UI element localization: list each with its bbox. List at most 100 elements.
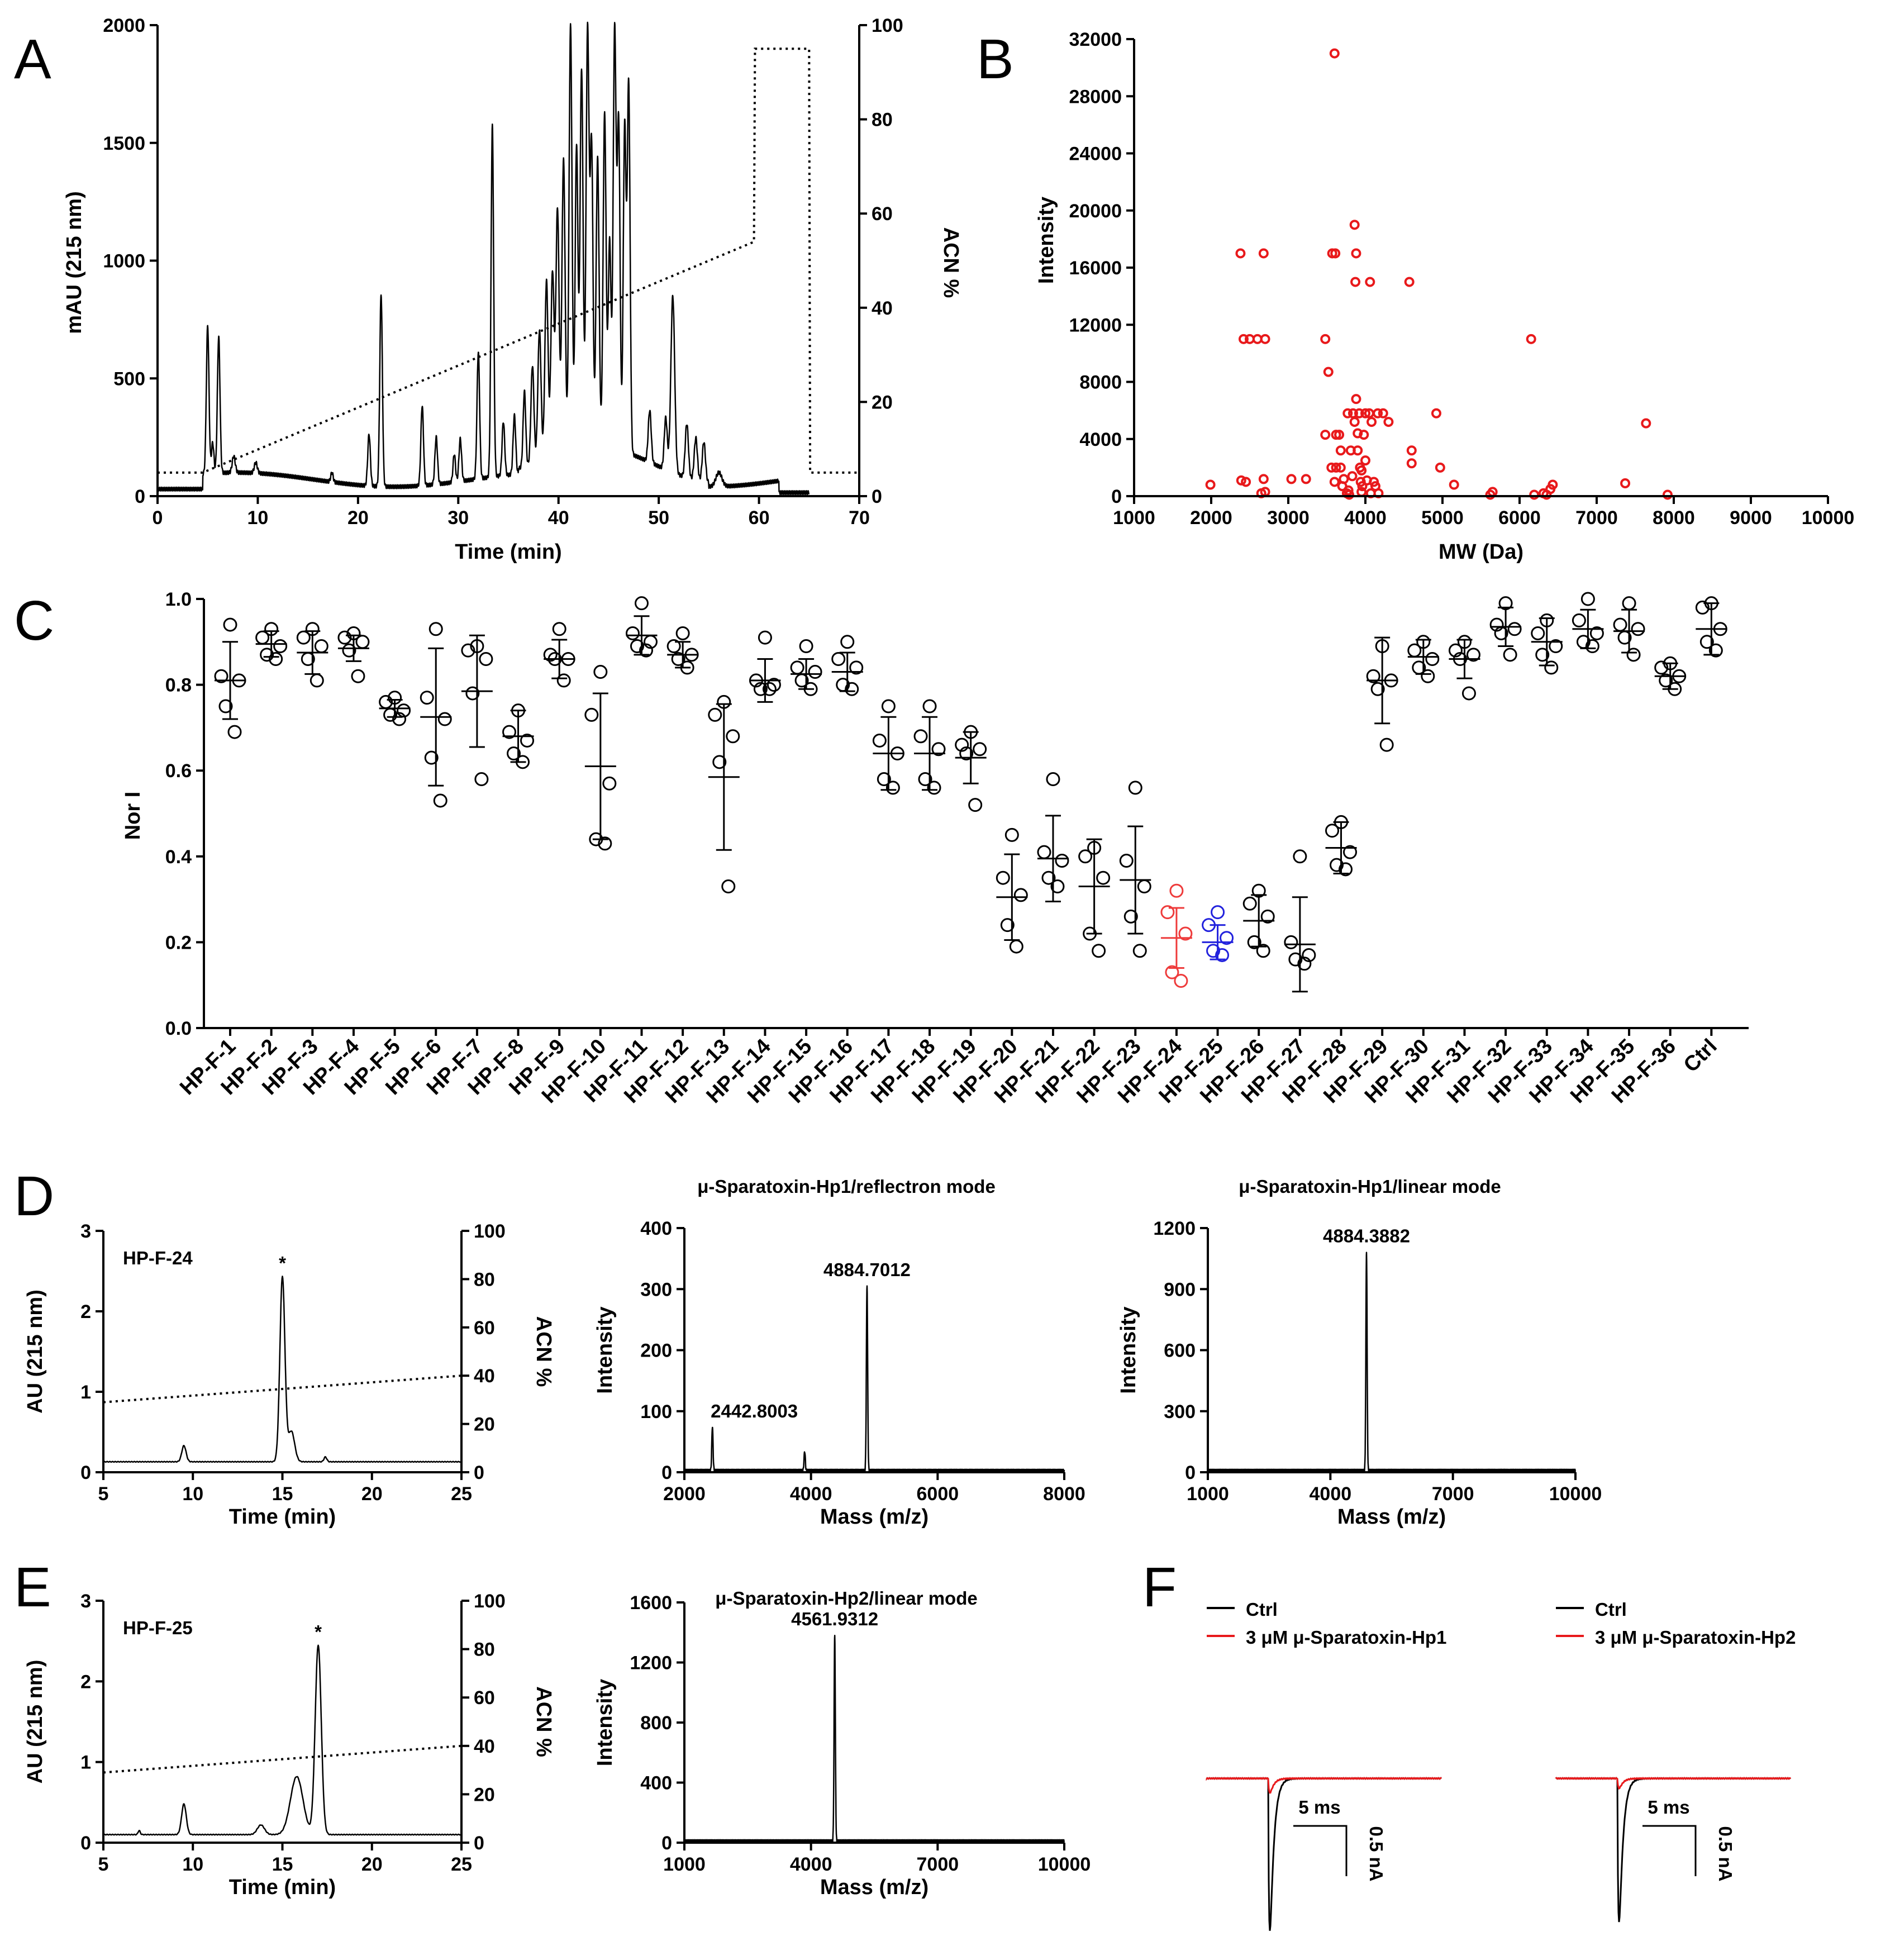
B-data-point bbox=[1343, 485, 1354, 496]
C-data-point bbox=[424, 750, 439, 765]
B-data-point bbox=[1360, 455, 1370, 466]
B-data-point bbox=[1526, 334, 1536, 344]
C-data-point bbox=[1260, 909, 1275, 924]
C-data-point bbox=[1589, 626, 1604, 640]
E-ms-ylabel: Intensity bbox=[593, 1679, 617, 1766]
C-data-point bbox=[1540, 613, 1554, 627]
C-data-point bbox=[1251, 883, 1266, 898]
F-scale-time-label: 5 ms bbox=[1648, 1797, 1689, 1818]
B-data-point bbox=[1360, 408, 1370, 418]
B-y-tick-label: 8000 bbox=[1079, 372, 1122, 393]
B-data-point bbox=[1342, 408, 1353, 418]
D-lc-x-tick-label: 15 bbox=[272, 1483, 293, 1505]
B-data-point bbox=[1344, 489, 1355, 500]
B-data-point bbox=[1353, 445, 1363, 456]
F-scale-current-label: 0.5 nA bbox=[1366, 1826, 1387, 1881]
B-data-point bbox=[1349, 417, 1360, 427]
B-data-point bbox=[1258, 248, 1269, 259]
B-data-point bbox=[1404, 277, 1415, 287]
B-data-point bbox=[1351, 394, 1361, 405]
C-data-point bbox=[931, 742, 946, 757]
C-data-point bbox=[1654, 660, 1669, 675]
C-data-point bbox=[758, 630, 772, 645]
C-data-point bbox=[264, 622, 279, 636]
C-data-point bbox=[996, 870, 1010, 885]
C-data-point bbox=[232, 673, 246, 688]
D-lc-y2-tick-label: 60 bbox=[474, 1317, 495, 1339]
C-data-point bbox=[675, 626, 690, 640]
E-lc-xlabel: Time (min) bbox=[229, 1876, 336, 1899]
C-data-point bbox=[766, 678, 781, 692]
C-data-point bbox=[1037, 845, 1051, 859]
C-data-point bbox=[511, 703, 526, 718]
D-ms1-y-tick-label: 400 bbox=[640, 1218, 672, 1239]
panel-label-E: E bbox=[14, 1556, 51, 1619]
C-data-point bbox=[556, 673, 571, 688]
C-data-point bbox=[1613, 617, 1627, 632]
D-lc-y-tick-label: 3 bbox=[80, 1221, 91, 1242]
C-data-point bbox=[465, 686, 480, 701]
F-scale-time-label: 5 ms bbox=[1298, 1797, 1340, 1818]
B-data-point bbox=[1435, 462, 1445, 473]
A-ylabel: mAU (215 nm) bbox=[63, 191, 86, 334]
E-lc-trace bbox=[103, 1644, 462, 1836]
C-data-point bbox=[1580, 592, 1595, 606]
C-data-point bbox=[836, 678, 850, 692]
C-data-point bbox=[1489, 617, 1504, 632]
C-data-point bbox=[1211, 905, 1225, 920]
C-data-point bbox=[1617, 630, 1632, 645]
C-data-point bbox=[726, 729, 740, 744]
C-data-point bbox=[1078, 849, 1093, 864]
C-data-point bbox=[881, 699, 896, 713]
C-y-tick-label: 0.8 bbox=[165, 675, 192, 696]
B-data-point bbox=[1354, 408, 1364, 418]
C-y-tick-label: 0.0 bbox=[165, 1018, 192, 1039]
C-data-point bbox=[1009, 939, 1023, 954]
E-ms-y-tick-label: 800 bbox=[640, 1712, 672, 1734]
B-y-tick-label: 0 bbox=[1111, 486, 1122, 507]
F-legend-toxin: 3 μM μ-Sparatoxin-Hp1 bbox=[1246, 1627, 1446, 1648]
C-data-point bbox=[598, 836, 612, 851]
C-data-point bbox=[1339, 862, 1353, 877]
C-data-point bbox=[437, 712, 452, 726]
C-data-point bbox=[223, 617, 237, 632]
E-lc-y-tick-label: 3 bbox=[80, 1591, 91, 1612]
A-x-tick-label: 70 bbox=[849, 507, 870, 529]
D-lc-y2-tick-label: 100 bbox=[474, 1221, 506, 1242]
B-x-tick-label: 2000 bbox=[1190, 507, 1232, 529]
D-ms1-y-tick-label: 0 bbox=[661, 1462, 672, 1483]
F-scale-bar bbox=[1642, 1825, 1697, 1876]
F-scale-bar bbox=[1293, 1825, 1348, 1876]
C-data-point bbox=[516, 755, 530, 769]
D-lc-y-tick-label: 0 bbox=[80, 1462, 91, 1483]
C-data-point bbox=[849, 660, 864, 675]
A-y-tick-label: 0 bbox=[135, 486, 145, 507]
D-lc-x-tick-label: 25 bbox=[451, 1483, 472, 1505]
C-data-point bbox=[1302, 948, 1316, 962]
B-data-point bbox=[1353, 428, 1363, 439]
C-data-point bbox=[794, 673, 809, 688]
B-data-point bbox=[1349, 220, 1360, 230]
D-lc-y-tick-label: 2 bbox=[80, 1301, 91, 1322]
B-data-point bbox=[1350, 277, 1361, 287]
C-y-tick-label: 0.6 bbox=[165, 760, 192, 782]
C-data-point bbox=[1343, 845, 1358, 859]
C-data-point bbox=[1531, 626, 1545, 640]
B-y-tick-label: 32000 bbox=[1069, 29, 1122, 50]
B-data-point bbox=[1235, 248, 1246, 259]
B-y-tick-label: 12000 bbox=[1069, 315, 1122, 336]
C-data-point bbox=[507, 746, 521, 760]
D-lc-x-tick-label: 10 bbox=[182, 1483, 203, 1505]
C-y-tick-label: 1.0 bbox=[165, 589, 192, 610]
panel-label-A: A bbox=[14, 28, 51, 91]
A-y-tick-label: 1500 bbox=[103, 133, 145, 154]
E-ms-x-tick-label: 7000 bbox=[917, 1854, 959, 1875]
E-ms-x-tick-label: 4000 bbox=[790, 1854, 832, 1875]
C-data-point bbox=[346, 626, 361, 640]
B-x-tick-label: 7000 bbox=[1575, 507, 1618, 529]
C-data-point bbox=[479, 652, 493, 667]
C-data-point bbox=[273, 639, 288, 653]
C-data-point bbox=[890, 746, 904, 760]
D-ms2-spectrum bbox=[1207, 1252, 1576, 1473]
C-data-point bbox=[218, 699, 233, 713]
